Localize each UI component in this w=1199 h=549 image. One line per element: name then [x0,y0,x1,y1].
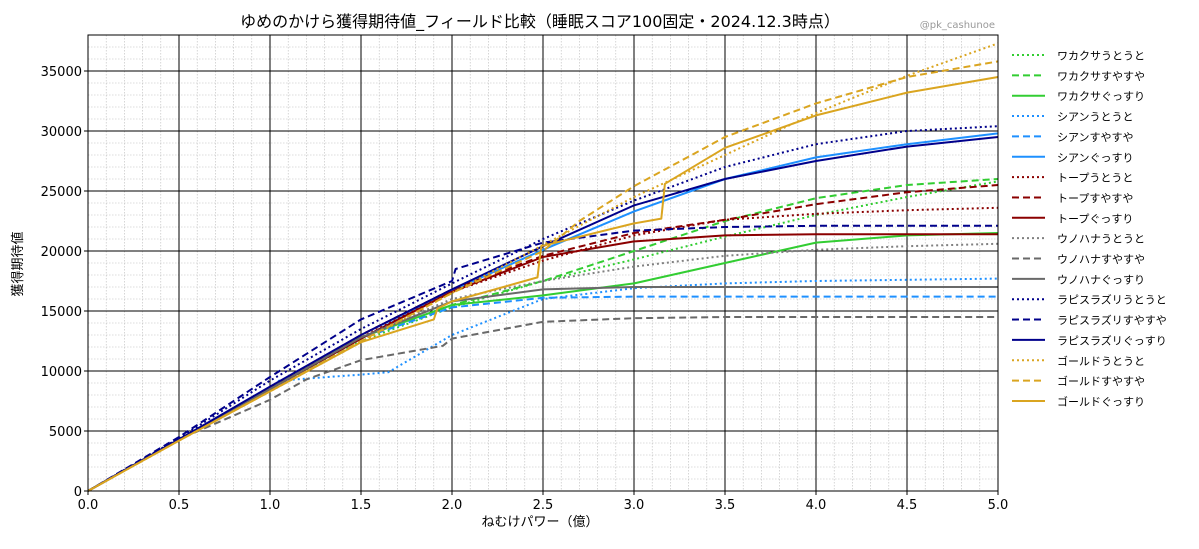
legend-label: ゴールドすやすや [1057,374,1145,388]
legend-label: ゴールドぐっすり [1057,394,1145,408]
x-tick-label: 1.5 [351,498,372,513]
series-line-7 [87,206,999,492]
series-line-5 [87,295,998,492]
legend-label: ワカクサぐっすり [1057,90,1145,103]
y-axis-label: 獲得期待値 [10,231,26,296]
legend-label: シアンすやすや [1057,131,1134,144]
series-line-18 [87,76,999,492]
x-tick-label: 3.5 [715,498,736,513]
legend-label: ワカクサすやすや [1057,70,1145,83]
y-tick-label: 20000 [41,245,82,260]
y-tick-label: 15000 [41,305,82,320]
grid-lines [87,34,999,492]
legend-label: トープぐっすり [1057,212,1133,225]
y-tick-label: 35000 [41,65,82,80]
series-lines [87,42,999,492]
legend-label: トープすやすや [1057,192,1133,205]
y-tick-label: 10000 [41,365,82,380]
legend-label: ウノハナうとうと [1057,233,1145,246]
x-tick-label: 5.0 [988,498,1009,513]
y-tick-label: 0 [74,485,82,500]
x-tick-label: 4.5 [897,498,918,513]
x-axis-label: ねむけパワー（億） [481,514,598,530]
series-line-14 [87,224,998,492]
x-tick-label: 4.0 [806,498,827,513]
series-line-11 [87,316,998,492]
legend-label: シアンぐっすり [1057,151,1134,164]
legend-label: トープうとうと [1057,172,1133,185]
legend-label: ウノハナぐっすり [1057,273,1145,286]
chart-title: ゆめのかけら獲得期待値_フィールド比較（睡眠スコア100固定・2024.12.3… [240,12,840,32]
y-tick-label: 5000 [49,425,82,440]
series-line-1 [87,180,999,492]
series-line-10 [87,242,999,492]
series-line-2 [87,178,999,492]
watermark-text: @pk_cashunoe [920,20,995,31]
x-tick-label: 3.0 [624,498,645,513]
y-tick-label: 30000 [41,125,82,140]
legend-label: ラピスラズリすやすや [1057,313,1167,327]
legend-label: ゴールドうとうと [1057,354,1145,368]
x-tick-label: 0.0 [78,498,99,513]
x-tick-label: 1.0 [260,498,281,513]
legend-label: ワカクサうとうと [1057,50,1145,63]
legend-label: ラピスラズリぐっすり [1057,333,1167,347]
legend: ワカクサうとうとワカクサすやすやワカクサぐっすりシアンうとうとシアンすやすやシア… [1012,50,1167,408]
series-line-4 [87,277,999,492]
series-line-13 [87,125,999,492]
legend-label: シアンうとうと [1057,111,1134,124]
series-line-12 [87,286,998,492]
x-tick-label: 0.5 [169,498,190,513]
x-tick-label: 2.0 [442,498,463,513]
y-tick-label: 25000 [41,185,82,200]
axis-ticks: 0.0 0.5 1.0 1.5 2.0 2.5 3.0 3.5 4.0 4.5 5.0 0 5000 10… [41,65,1009,513]
x-tick-label: 2.5 [533,498,554,513]
legend-label: ラピスラズリうとうと [1057,293,1167,307]
legend-label: ウノハナすやすや [1057,253,1145,266]
